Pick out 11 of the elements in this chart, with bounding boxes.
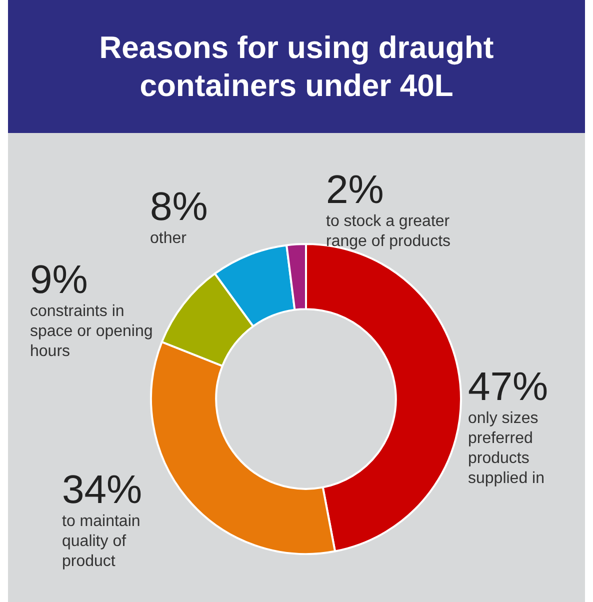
slice-label: to stock a greater range of products [326, 212, 452, 252]
slice-label: constraints in space or opening hours [30, 302, 154, 362]
data-label: 34% [62, 468, 144, 512]
data-label: 9% [30, 258, 89, 302]
data-label: 2% [326, 168, 385, 212]
data-label: 47% [468, 365, 550, 409]
slice-label: only sizes preferred products supplied in [468, 409, 546, 489]
data-label: 8% [150, 185, 209, 229]
slice-label: other [150, 229, 188, 249]
slice-label: to maintain quality of product [62, 512, 142, 572]
chart-title: Reasons for using draught containers under 40L [8, 0, 585, 133]
